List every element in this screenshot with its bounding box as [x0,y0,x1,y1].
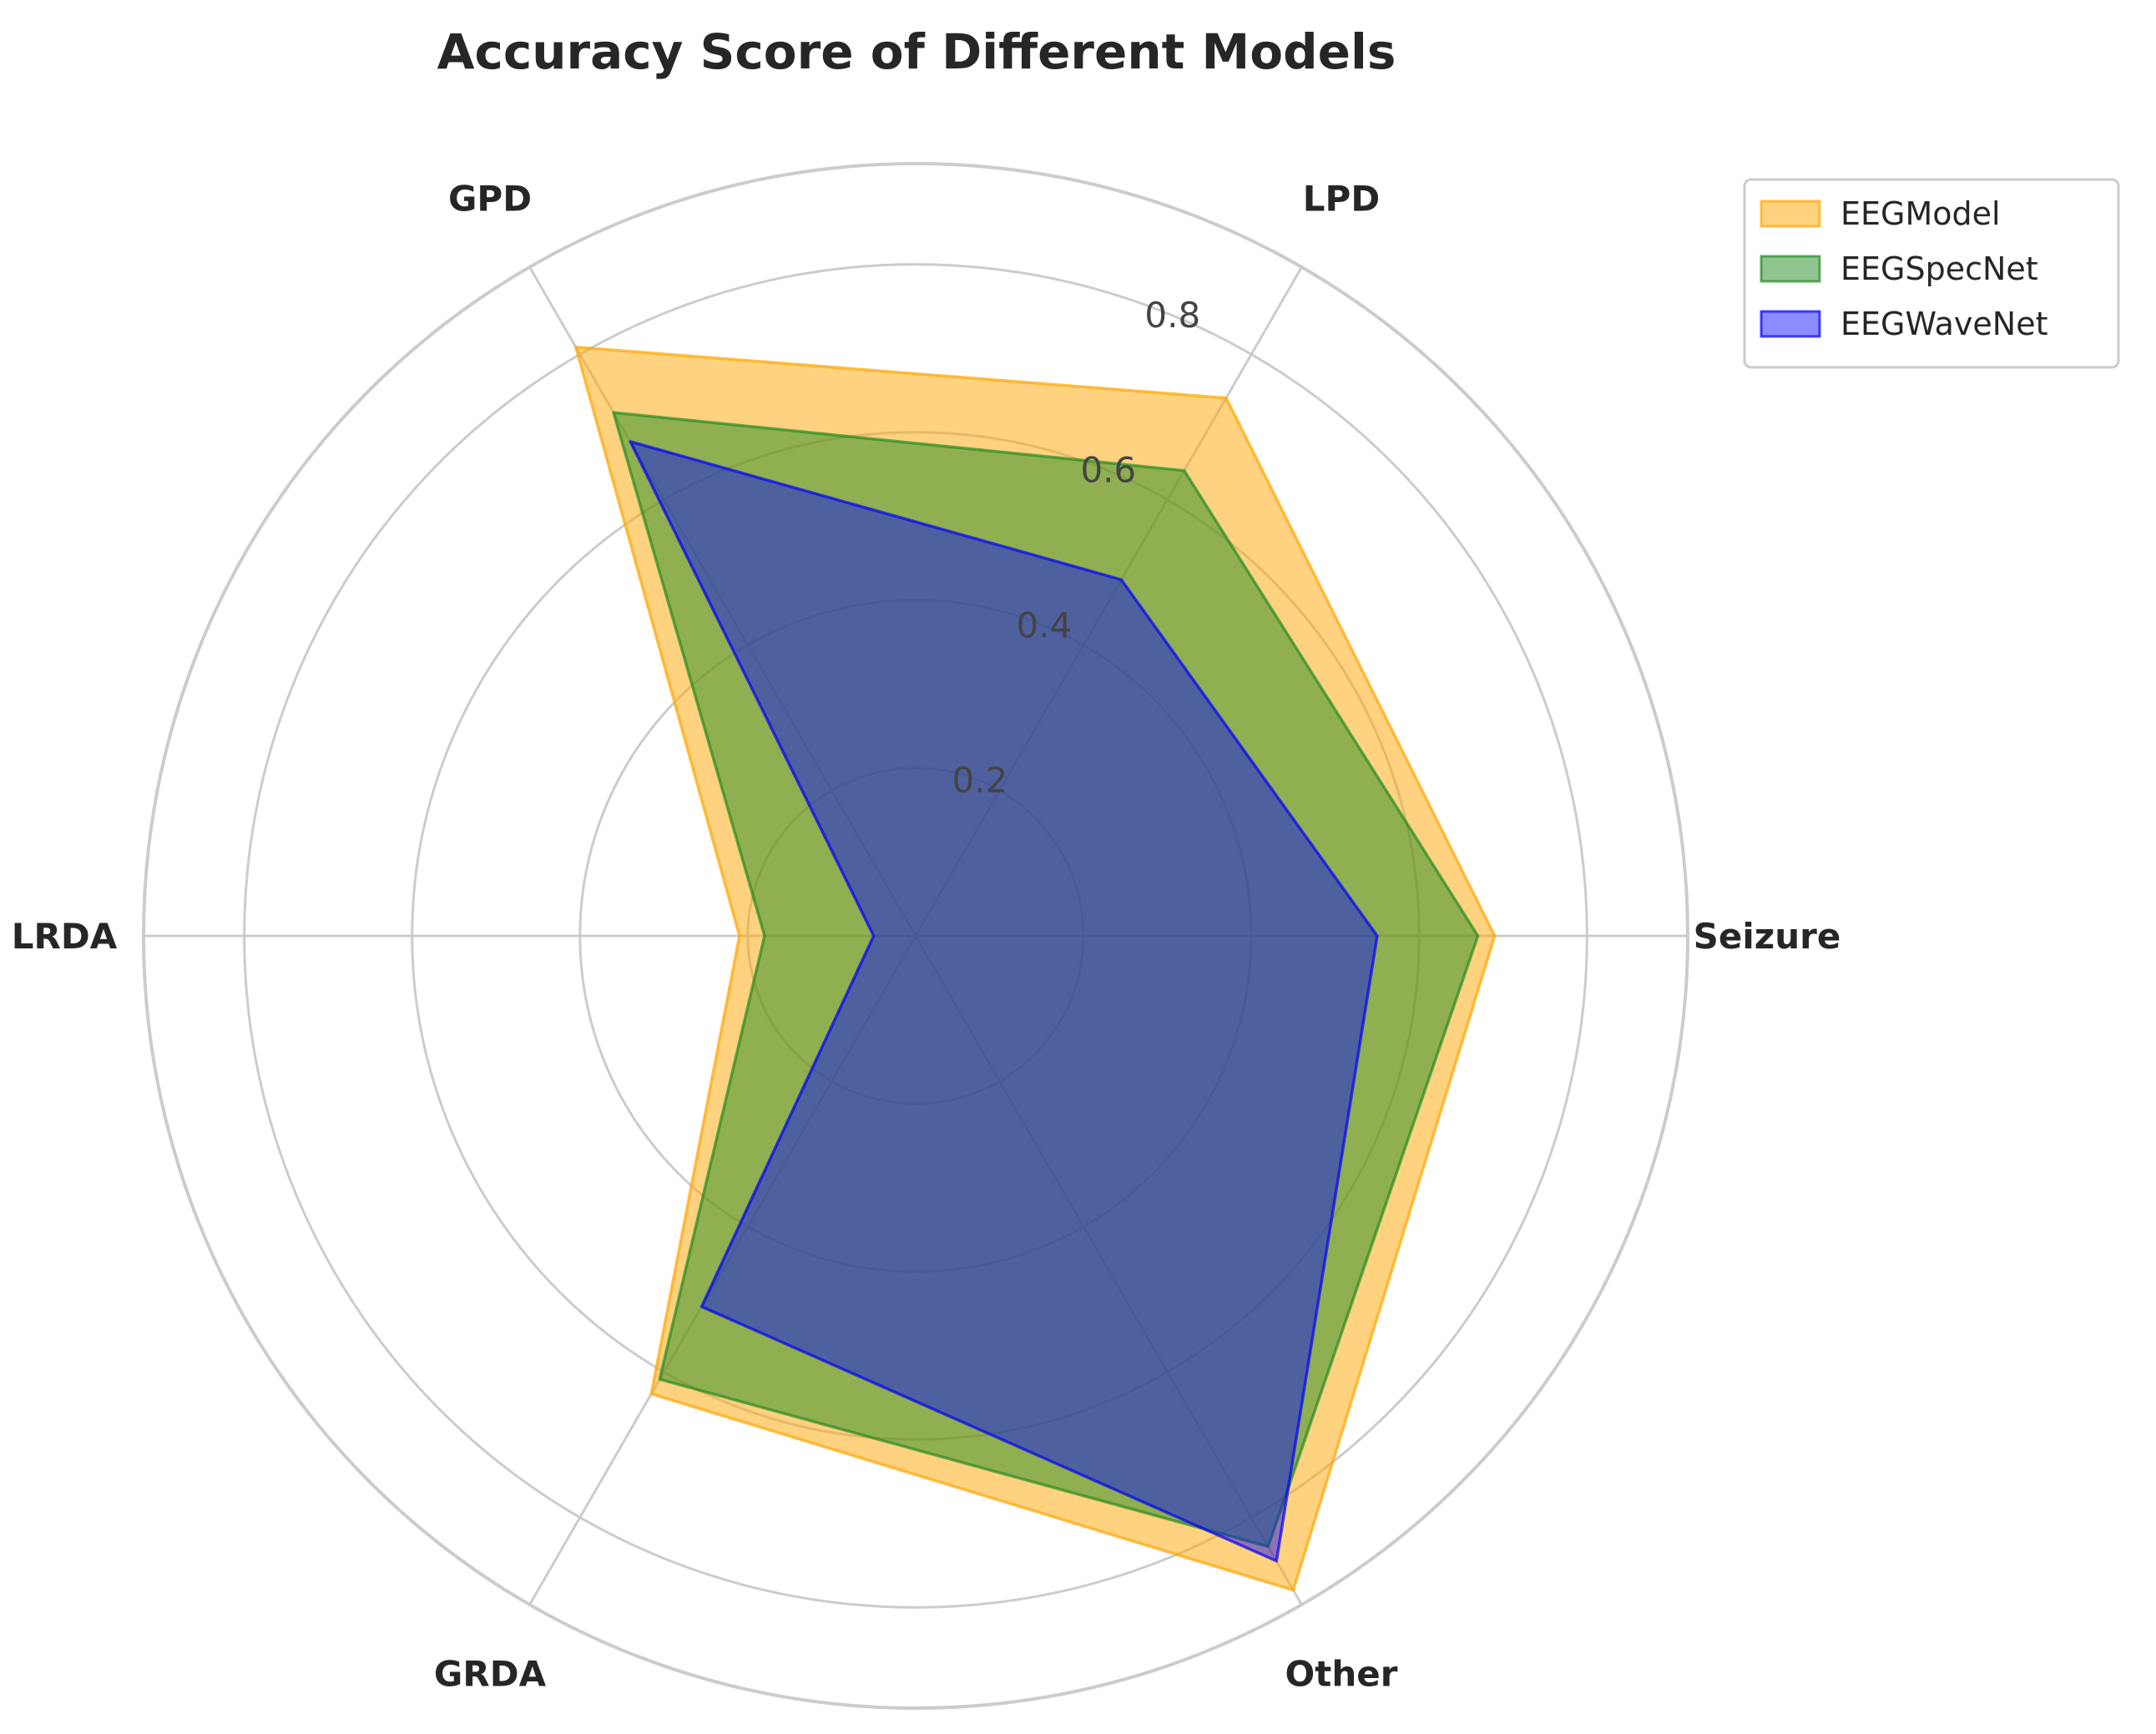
category-label-other: Other [1285,1653,1398,1694]
category-label-gpd: GPD [448,179,532,220]
category-label-lrda: LRDA [12,916,118,957]
category-labels: Seizure LPD GPD LRDA GRDA Other [12,179,1841,1695]
category-label-seizure: Seizure [1694,916,1841,957]
series-eegwavenet [629,440,1379,1563]
legend-swatch-eegmodel [1760,200,1821,228]
category-label-lpd: LPD [1303,179,1380,220]
tick-label: 0.2 [952,760,1008,801]
chart-title: Accuracy Score of Different Models [437,23,1396,80]
tick-label: 0.6 [1080,450,1136,491]
legend-label-eegspecnet: EEGSpecNet [1840,250,2038,287]
category-label-grda: GRDA [434,1653,547,1694]
tick-label: 0.8 [1144,295,1200,336]
legend-swatch-eegwavenet [1760,310,1821,338]
radial-tick-labels: 0.2 0.4 0.6 0.8 [952,295,1201,801]
tick-label: 0.4 [1017,604,1073,645]
series-eegspecnet [612,411,1480,1549]
legend-label-eegmodel: EEGModel [1840,195,2001,232]
legend-box [1743,178,2120,369]
legend-swatch-eegspecnet [1760,255,1821,283]
legend: EEGModel EEGSpecNet EEGWaveNet [1743,178,2120,369]
radar-series [574,345,1497,1592]
legend-label-eegwavenet: EEGWaveNet [1840,306,2047,342]
